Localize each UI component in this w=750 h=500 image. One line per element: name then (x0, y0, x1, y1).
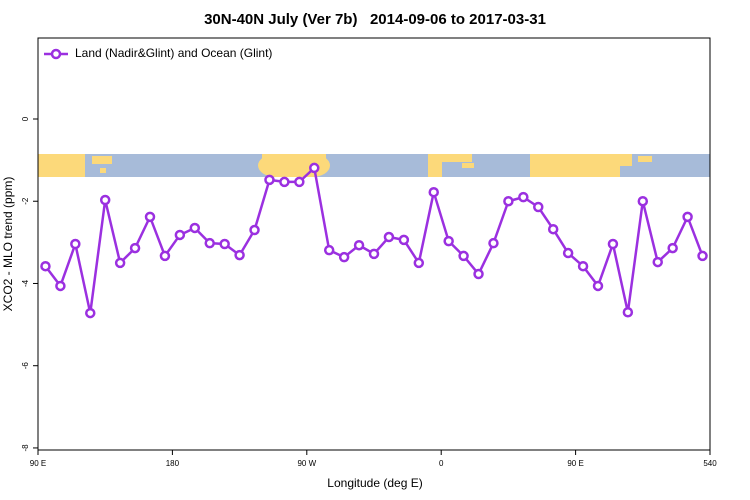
data-point (55, 280, 66, 292)
data-point (547, 223, 559, 235)
data-point (652, 256, 663, 268)
data-point (144, 211, 156, 223)
data-point (562, 247, 574, 259)
data-point (85, 307, 96, 319)
data-point (219, 238, 230, 250)
data-point (577, 260, 589, 272)
data-point (488, 237, 499, 249)
data-point (264, 174, 275, 186)
x-tick-label: 180 (166, 459, 180, 468)
data-point (234, 249, 245, 261)
series-line (44, 165, 704, 314)
plot-frame (37, 37, 711, 451)
data-point (40, 260, 51, 272)
data-point (70, 238, 81, 250)
legend-marker (50, 48, 62, 60)
y-tick-label: -2 (21, 197, 30, 205)
x-tick-label: 540 (703, 459, 717, 468)
data-point (99, 194, 111, 206)
data-point (428, 186, 439, 198)
data-point (458, 250, 469, 262)
x-tick-label: 0 (439, 459, 444, 468)
data-point (309, 162, 320, 174)
data-point (338, 251, 350, 263)
y-tick-label: -6 (21, 362, 30, 370)
data-point (294, 176, 305, 188)
x-axis-label: Longitude (deg E) (327, 476, 422, 490)
data-point (189, 222, 201, 234)
data-point (413, 257, 425, 269)
y-tick-label: -8 (21, 444, 30, 452)
data-point (279, 176, 290, 188)
data-point (129, 242, 141, 254)
x-tick-label: 90 E (30, 459, 46, 468)
data-point (114, 257, 126, 269)
x-tick-label: 90 W (297, 459, 316, 468)
chart-title: 30N-40N July (Ver 7b) 2014-09-06 to 2017… (204, 11, 546, 28)
data-point (607, 238, 619, 250)
data-point (174, 229, 186, 241)
y-tick-label: -4 (21, 279, 30, 287)
data-point (503, 195, 514, 207)
legend-label: Land (Nadir&Glint) and Ocean (Glint) (75, 46, 272, 60)
data-point (592, 280, 604, 292)
data-point (637, 195, 649, 207)
data-point (383, 231, 395, 243)
data-point (533, 201, 544, 213)
data-point (204, 237, 215, 249)
data-point (682, 211, 693, 223)
data-point (667, 242, 678, 254)
data-point (368, 248, 380, 260)
data-point (622, 307, 634, 318)
data-point (443, 235, 454, 247)
data-point (159, 250, 171, 262)
data-point (249, 224, 260, 236)
data-point (353, 239, 365, 251)
x-tick-label: 90 E (567, 459, 583, 468)
data-point (473, 268, 484, 280)
data-point (323, 244, 335, 256)
data-point (697, 250, 708, 262)
data-point (518, 191, 529, 203)
data-point (398, 234, 410, 246)
y-tick-label: 0 (21, 116, 30, 121)
map-strip (38, 154, 710, 177)
y-axis-label: XCO2 - MLO trend (ppm) (1, 177, 15, 312)
